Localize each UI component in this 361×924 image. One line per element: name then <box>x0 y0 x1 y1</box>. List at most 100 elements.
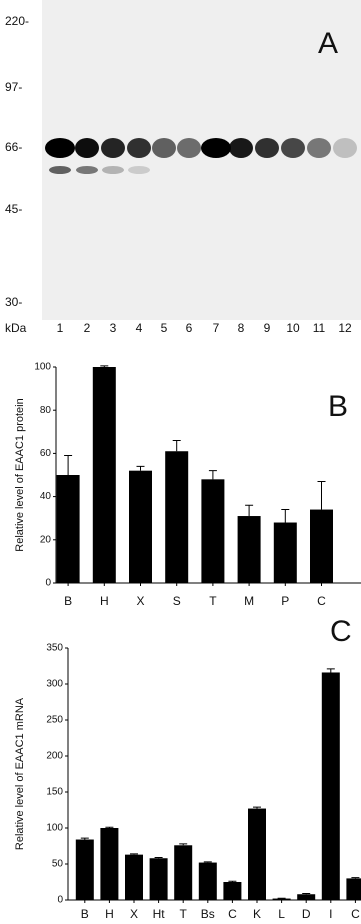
marker-label: 45- <box>5 202 22 216</box>
error-bar <box>281 510 289 523</box>
blot-band <box>75 138 99 158</box>
bar <box>310 510 333 583</box>
y-tick-label: 200 <box>46 751 63 762</box>
blot-band <box>76 166 98 174</box>
error-bar <box>64 456 72 475</box>
x-tick-label: Ht <box>153 907 166 921</box>
bar <box>100 828 118 900</box>
unit-label: kDa <box>5 321 27 335</box>
marker-label: 220- <box>5 14 29 28</box>
blot-band <box>177 138 201 158</box>
bar <box>165 451 188 583</box>
y-tick-label: 100 <box>46 823 63 834</box>
bar <box>223 882 241 900</box>
bar <box>248 809 266 900</box>
panel-label: A <box>318 27 338 60</box>
y-tick-label: 40 <box>40 491 52 502</box>
y-tick-label: 350 <box>46 643 63 654</box>
blot-band <box>229 138 253 158</box>
blot-background <box>42 0 361 320</box>
blot-band <box>127 138 151 158</box>
blot-band <box>333 138 357 158</box>
blot-band <box>49 166 71 174</box>
blot-band <box>281 138 305 158</box>
lane-label: 2 <box>84 321 91 335</box>
error-bar <box>81 838 89 839</box>
x-tick-label: C <box>228 907 237 921</box>
marker-label: 97- <box>5 80 22 94</box>
x-tick-label: L <box>278 907 285 921</box>
error-bar <box>204 862 212 863</box>
lane-label: 11 <box>313 321 326 335</box>
x-tick-label: S <box>173 594 181 608</box>
x-tick-label: T <box>209 594 217 608</box>
x-tick-label: M <box>244 594 254 608</box>
y-tick-label: 100 <box>34 362 51 373</box>
y-tick-label: 0 <box>57 895 63 906</box>
lane-label: 8 <box>238 321 245 335</box>
x-tick-label: T <box>180 907 188 921</box>
bar <box>93 367 116 583</box>
x-tick-label: I <box>329 907 332 921</box>
x-tick-label: D <box>302 907 311 921</box>
error-bar <box>155 858 163 859</box>
x-tick-label: P <box>281 594 289 608</box>
blot-band <box>45 138 75 158</box>
error-bar <box>179 844 187 845</box>
lane-label: 9 <box>264 321 271 335</box>
x-tick-label: C <box>317 594 326 608</box>
y-tick-label: 300 <box>46 679 63 690</box>
lane-label: 3 <box>110 321 117 335</box>
blot-band <box>102 166 124 174</box>
y-axis-label: Relative level of EAAC1 protein <box>14 398 26 551</box>
y-tick-label: 0 <box>45 578 51 589</box>
error-bar <box>137 466 145 470</box>
blot-band <box>128 166 150 174</box>
bar <box>125 855 143 900</box>
blot-band <box>101 138 125 158</box>
error-bar <box>100 366 108 367</box>
lane-label: 6 <box>186 321 193 335</box>
lane-label: 7 <box>213 321 220 335</box>
panel-label: C <box>330 615 352 648</box>
marker-label: 66- <box>5 140 22 154</box>
bar <box>199 863 217 900</box>
marker-label: 30- <box>5 295 22 309</box>
blot-band <box>255 138 279 158</box>
x-tick-label: B <box>81 907 89 921</box>
bar <box>297 894 315 900</box>
figure: A kDa 220-97-66-45-30-123456789101112BRe… <box>0 0 361 924</box>
bar <box>201 479 224 583</box>
error-bar <box>105 827 113 828</box>
error-bar <box>209 471 217 480</box>
lane-label: 10 <box>286 321 300 335</box>
blot-band <box>307 138 331 158</box>
lane-label: 4 <box>136 321 143 335</box>
error-bar <box>302 894 310 895</box>
lane-label: 1 <box>57 321 64 335</box>
x-tick-label: C <box>351 907 360 921</box>
bar <box>273 899 291 900</box>
bar <box>150 858 168 900</box>
y-tick-label: 250 <box>46 715 63 726</box>
error-bar <box>173 440 181 451</box>
bar <box>57 475 80 583</box>
x-tick-label: X <box>136 594 144 608</box>
x-tick-label: H <box>105 907 114 921</box>
bar <box>322 672 340 900</box>
bar <box>274 523 297 583</box>
error-bar <box>253 807 261 808</box>
lane-label: 5 <box>161 321 168 335</box>
panel-label: B <box>328 390 348 423</box>
blot-band <box>152 138 176 158</box>
error-bar <box>327 669 335 673</box>
bar <box>76 840 94 900</box>
y-axis-label: Relative level of EAAC1 mRNA <box>14 697 26 850</box>
x-tick-label: X <box>130 907 138 921</box>
bar <box>346 878 361 900</box>
error-bar <box>245 505 253 516</box>
y-tick-label: 20 <box>40 534 52 545</box>
error-bar <box>228 881 236 882</box>
x-tick-label: K <box>253 907 261 921</box>
error-bar <box>318 481 326 509</box>
